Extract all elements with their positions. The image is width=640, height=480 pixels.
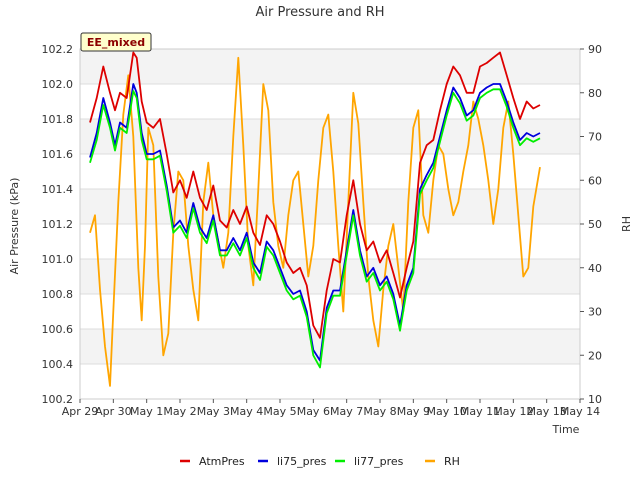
- legend: AtmPres li75_pres li77_pres RH: [180, 455, 460, 468]
- x-tick-label: Apr 29: [62, 405, 99, 418]
- x-axis-title: Time: [552, 423, 580, 436]
- y-axis-title: Air Pressure (kPa): [8, 178, 21, 275]
- badge-label: EE_mixed: [87, 36, 145, 49]
- y-tick-label: 102.2: [42, 43, 74, 56]
- badge: EE_mixed: [80, 32, 152, 52]
- y2-axis-title: RH: [620, 216, 633, 232]
- y2-tick-label: 50: [588, 218, 602, 231]
- grid-lines: [80, 48, 580, 400]
- y-tick-label: 100.8: [42, 288, 74, 301]
- legend-label-rh: RH: [444, 455, 460, 468]
- right-axis: 10 20 30 40 50 60 70 80 90: [580, 43, 602, 406]
- y-tick-label: 101.0: [42, 253, 74, 266]
- x-tick-label: May 1: [130, 405, 163, 418]
- y-tick-label: 101.6: [42, 148, 74, 161]
- x-tick-label: May 14: [560, 405, 600, 418]
- x-tick-label: May 13: [527, 405, 567, 418]
- legend-label-li77-pres: li77_pres: [354, 455, 404, 468]
- x-tick-label: May 2: [163, 405, 196, 418]
- x-tick-label: May 6: [297, 405, 330, 418]
- y-tick-label: 100.4: [42, 358, 74, 371]
- legend-label-li75-pres: li75_pres: [277, 455, 327, 468]
- y2-tick-label: 30: [588, 306, 602, 319]
- y-tick-label: 101.4: [42, 183, 74, 196]
- y-tick-label: 101.8: [42, 113, 74, 126]
- series-layer: [89, 51, 541, 387]
- x-tick-label: May 7: [330, 405, 363, 418]
- x-tick-label: May 12: [493, 405, 533, 418]
- x-tick-label: Apr 30: [95, 405, 132, 418]
- background-band: [80, 329, 580, 364]
- y-tick-label: 102.0: [42, 78, 74, 91]
- y-tick-label: 100.2: [42, 393, 74, 406]
- y-tick-label: 101.2: [42, 218, 74, 231]
- y2-tick-label: 10: [588, 393, 602, 406]
- y2-tick-label: 60: [588, 174, 602, 187]
- y2-tick-label: 80: [588, 87, 602, 100]
- y2-tick-label: 20: [588, 349, 602, 362]
- y2-tick-label: 90: [588, 43, 602, 56]
- y-tick-label: 100.6: [42, 323, 74, 336]
- chart-title: Air Pressure and RH: [255, 5, 384, 20]
- legend-label-atmpres: AtmPres: [199, 455, 245, 468]
- x-tick-label: May 10: [427, 405, 467, 418]
- x-tick-label: May 9: [397, 405, 430, 418]
- series-line-li77-pres: [89, 88, 541, 369]
- x-tick-label: May 11: [460, 405, 500, 418]
- left-axis: 100.2 100.4 100.6 100.8 101.0 101.2 101.4 101.6…: [42, 43, 74, 406]
- x-tick-label: May 8: [363, 405, 396, 418]
- y2-tick-label: 70: [588, 131, 602, 144]
- x-tick-label: May 3: [197, 405, 230, 418]
- x-tick-label: May 4: [230, 405, 263, 418]
- series-line-rh: [89, 56, 541, 387]
- badge-box: [80, 32, 152, 52]
- y2-tick-label: 40: [588, 262, 602, 275]
- x-tick-label: May 5: [263, 405, 296, 418]
- series-line-atmpres: [89, 51, 541, 339]
